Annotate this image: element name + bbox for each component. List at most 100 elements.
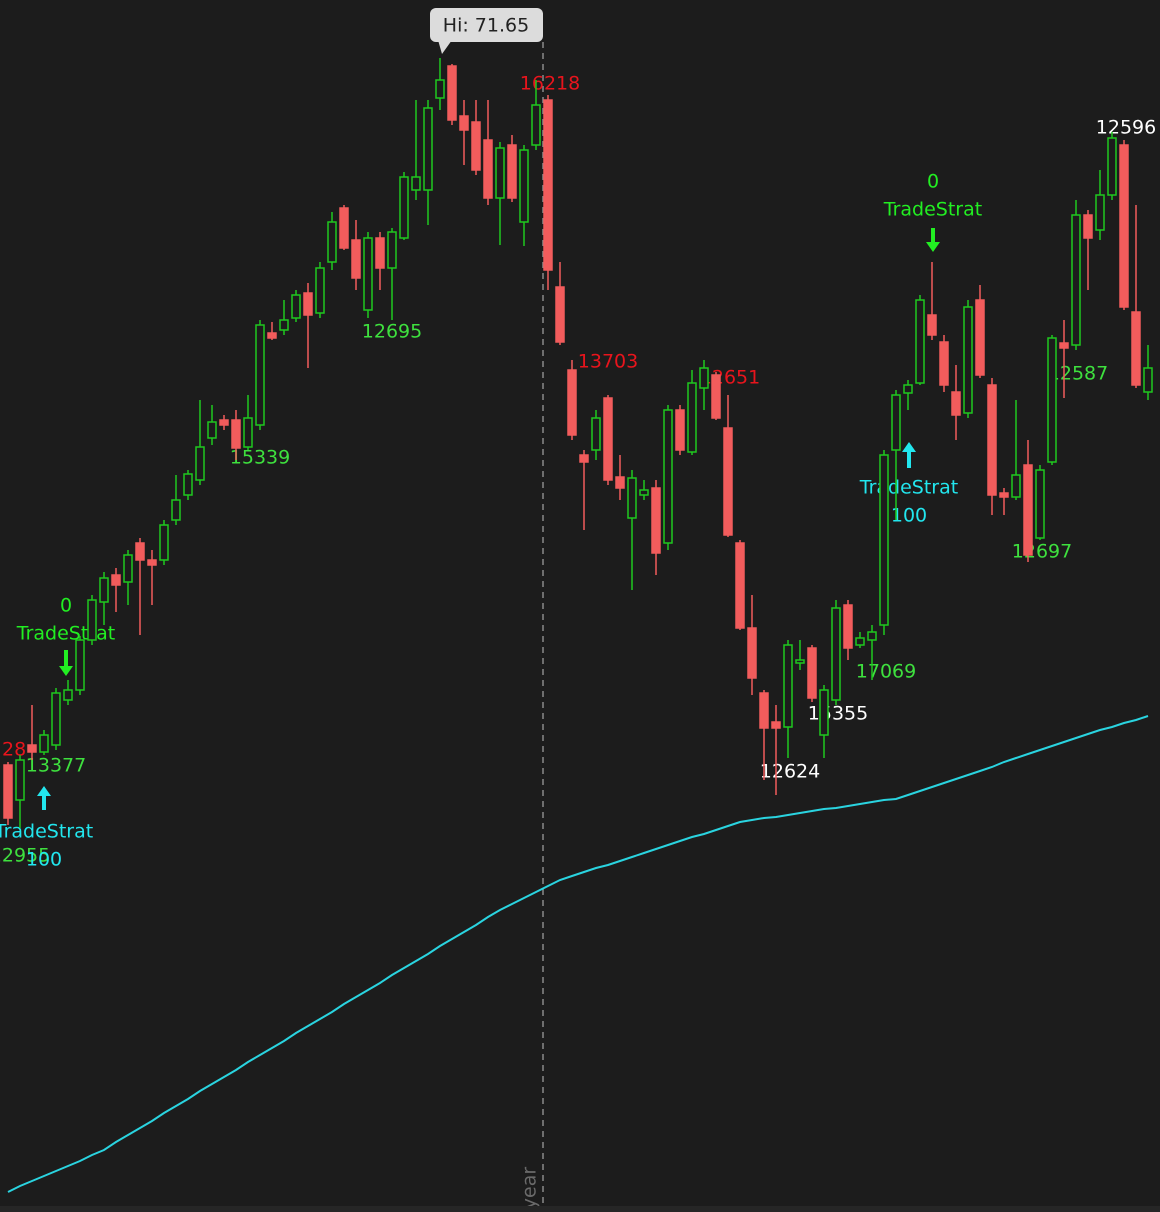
candle-body xyxy=(531,104,541,146)
candle-body xyxy=(831,607,841,701)
value-label: 16218 xyxy=(520,73,580,95)
moving-average-line xyxy=(7,715,1149,1193)
candle-body xyxy=(315,267,325,314)
candle-body xyxy=(255,324,265,426)
value-label: 12697 xyxy=(1012,541,1072,563)
candle-body xyxy=(387,231,397,269)
candle-body xyxy=(1143,367,1153,393)
candle-body xyxy=(423,107,433,191)
candle-body xyxy=(735,542,745,629)
candle-body xyxy=(279,319,289,331)
trade-strategy: TradeStrat xyxy=(16,623,115,645)
candle-body xyxy=(123,554,133,583)
candle-body xyxy=(63,689,73,701)
trade-strategy: TradeStrat xyxy=(883,199,982,221)
trade-quantity: 0 xyxy=(927,171,939,193)
candle-body xyxy=(807,647,817,699)
candle-body xyxy=(1095,194,1105,231)
candle-body xyxy=(459,115,469,131)
value-label: 12596 xyxy=(1096,117,1156,139)
candle-body xyxy=(339,207,349,249)
candle-body xyxy=(675,409,685,451)
candle-body xyxy=(879,454,889,626)
candle-body xyxy=(1011,474,1021,498)
candle-body xyxy=(159,524,169,561)
candle-body xyxy=(351,239,361,279)
candle-body xyxy=(927,314,937,336)
candle-body xyxy=(663,409,673,544)
candle-body xyxy=(135,542,145,561)
candle-body xyxy=(579,454,589,463)
candle-body xyxy=(507,144,517,199)
candle-body xyxy=(747,627,757,679)
trade-quantity: 100 xyxy=(26,849,62,871)
candle-body xyxy=(903,384,913,394)
candle-body xyxy=(1131,311,1141,386)
candle-body xyxy=(891,394,901,451)
candle-body xyxy=(87,599,97,641)
candle-body xyxy=(771,721,781,729)
candle-body xyxy=(1035,469,1045,539)
candle-body xyxy=(1071,214,1081,346)
candle-body xyxy=(411,176,421,191)
candle-body xyxy=(951,391,961,416)
candle-body xyxy=(1119,144,1129,308)
value-label: 12651 xyxy=(700,367,760,389)
candle-body xyxy=(1047,337,1057,463)
candle-body xyxy=(471,121,481,171)
value-label: 13377 xyxy=(26,755,86,777)
value-label: 12587 xyxy=(1048,363,1108,385)
candle-body xyxy=(627,477,637,519)
candle-body xyxy=(1059,342,1069,349)
candle-body xyxy=(519,149,529,223)
candle-body xyxy=(195,446,205,481)
candle-body xyxy=(975,299,985,376)
trade-quantity: 0 xyxy=(60,595,72,617)
x-axis-label: year xyxy=(519,1167,541,1210)
candle-body xyxy=(759,692,769,729)
candle-body xyxy=(483,139,493,199)
candle-body xyxy=(291,294,301,319)
candle-body xyxy=(723,427,733,536)
value-label: 13703 xyxy=(578,351,638,373)
candle-body xyxy=(15,759,25,801)
candle-body xyxy=(915,299,925,384)
candle-body xyxy=(1023,464,1033,556)
candle-body xyxy=(3,764,13,819)
candle-body xyxy=(363,237,373,311)
candle-body xyxy=(27,744,37,753)
candle-body xyxy=(555,286,565,343)
candle-body xyxy=(375,237,385,269)
candle-body xyxy=(51,692,61,746)
candle-body xyxy=(867,631,877,641)
candle-body xyxy=(639,489,649,496)
candle-body xyxy=(447,65,457,121)
candle-body xyxy=(699,367,709,389)
trade-arrow xyxy=(37,786,51,810)
trade-arrow xyxy=(59,650,73,676)
candle-body xyxy=(1107,137,1117,196)
candle-body xyxy=(147,559,157,566)
trade-arrow xyxy=(926,228,940,252)
candle-body xyxy=(243,417,253,448)
candle-body xyxy=(843,604,853,649)
trade-arrow xyxy=(902,442,916,468)
value-label: 15339 xyxy=(230,447,290,469)
trade-quantity: 100 xyxy=(891,505,927,527)
candle-body xyxy=(603,397,613,481)
candle-body xyxy=(399,176,409,239)
value-label: 12624 xyxy=(760,761,820,783)
candle-body xyxy=(711,374,721,419)
value-label: 12695 xyxy=(362,321,422,343)
candle-body xyxy=(1083,214,1093,239)
candle-body xyxy=(543,99,553,271)
value-label: 15355 xyxy=(808,703,868,725)
candle-body xyxy=(219,419,229,426)
candle-body xyxy=(75,639,85,691)
candle-body xyxy=(795,659,805,664)
candle-body xyxy=(591,417,601,451)
bottom-strip xyxy=(0,1206,1160,1212)
candle-body xyxy=(651,487,661,554)
candle-body xyxy=(783,644,793,728)
